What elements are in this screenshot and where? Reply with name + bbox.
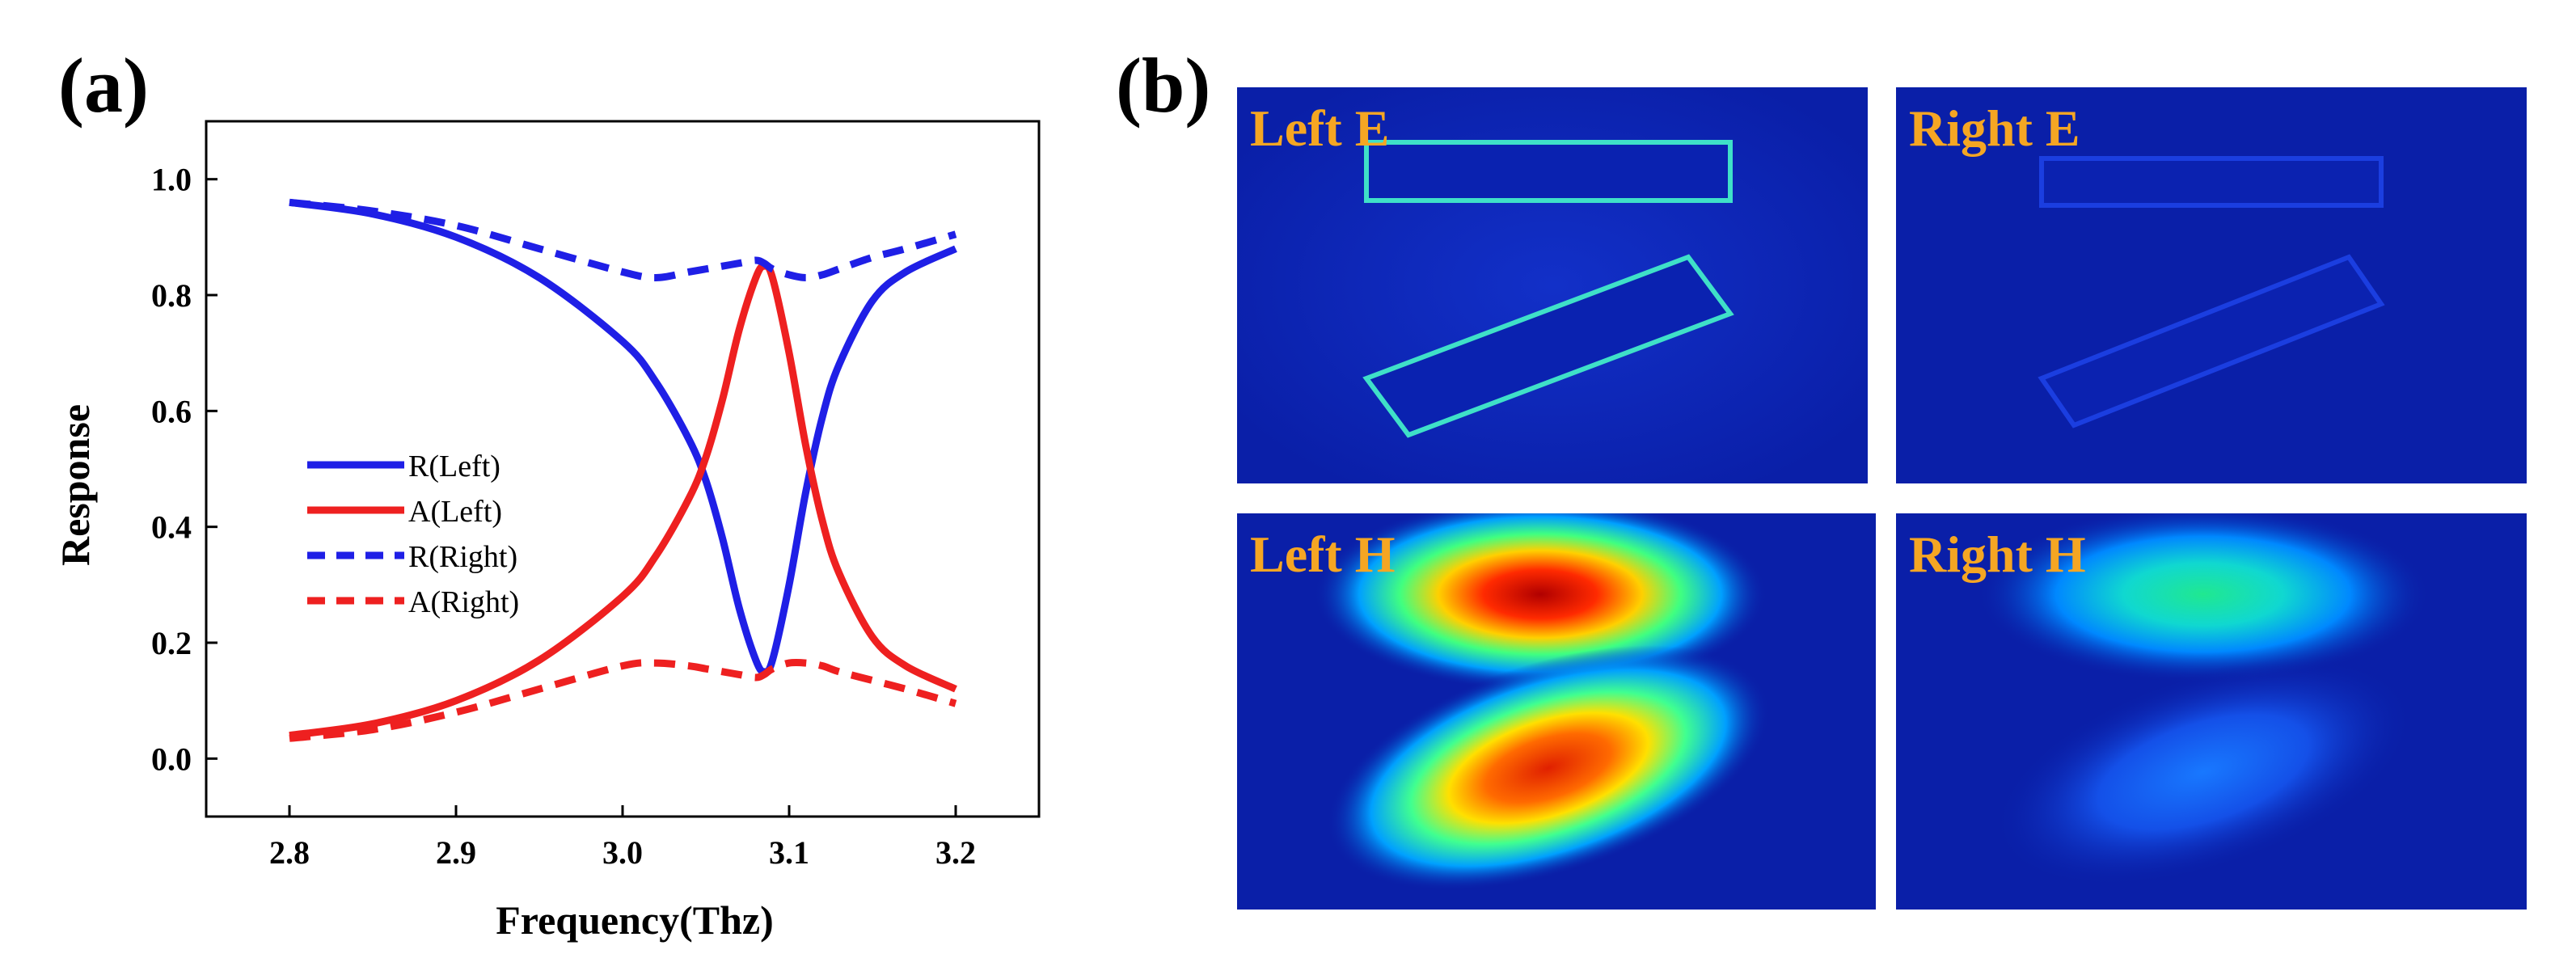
lower-resonator-edge xyxy=(2038,254,2385,428)
lower-hotspot xyxy=(1993,657,2413,887)
legend-label: R(Left) xyxy=(408,450,500,483)
y-tick-label: 0.8 xyxy=(151,277,192,314)
x-tick-label: 2.8 xyxy=(269,834,310,871)
upper-resonator-edge xyxy=(1364,140,1733,203)
legend-label: A(Right) xyxy=(408,585,519,619)
field-label: Right E xyxy=(1909,99,2080,157)
field-map-left-h: Left H xyxy=(1237,513,1876,910)
response-chart: 2.8 2.9 3.0 3.1 3.2 0.0 0.2 0.4 0.6 0.8 1.0 R(Left… xyxy=(53,120,1041,943)
y-tick-label: 0.4 xyxy=(151,509,192,546)
x-axis-label: Frequency(Thz) xyxy=(496,897,773,943)
x-tick-label: 3.2 xyxy=(935,834,976,871)
y-tick-label: 0.0 xyxy=(151,741,192,777)
panel-a-label: (a) xyxy=(58,42,149,129)
x-tick-label: 3.0 xyxy=(602,834,643,871)
field-label: Left H xyxy=(1250,525,1396,583)
plot-frame xyxy=(205,120,1041,818)
series-line-a-right xyxy=(289,658,957,742)
field-label: Right H xyxy=(1909,525,2086,583)
y-tick-label: 0.2 xyxy=(151,625,192,661)
legend-label: A(Left) xyxy=(408,495,502,529)
legend-label: R(Right) xyxy=(408,540,517,574)
upper-hotspot xyxy=(1977,513,2430,683)
x-tick-label: 2.9 xyxy=(436,834,476,871)
field-map-right-h: Right H xyxy=(1896,513,2527,910)
x-tick-label: 3.1 xyxy=(769,834,809,871)
y-axis-label: Response xyxy=(53,404,98,566)
lower-resonator-edge xyxy=(1362,254,1734,438)
upper-resonator-edge xyxy=(2039,156,2384,208)
series-line-r-right xyxy=(289,198,957,282)
series-line-a-left xyxy=(289,262,957,740)
lower-hotspot xyxy=(1326,645,1771,891)
panel-b-label: (b) xyxy=(1116,42,1211,129)
field-map-left-e: Left E xyxy=(1237,87,1868,483)
field-map-right-e: Right E xyxy=(1896,87,2527,483)
y-tick-label: 1.0 xyxy=(151,162,192,198)
field-label: Left E xyxy=(1250,99,1390,157)
y-tick-label: 0.6 xyxy=(151,393,192,429)
series-line-r-left xyxy=(289,198,957,676)
